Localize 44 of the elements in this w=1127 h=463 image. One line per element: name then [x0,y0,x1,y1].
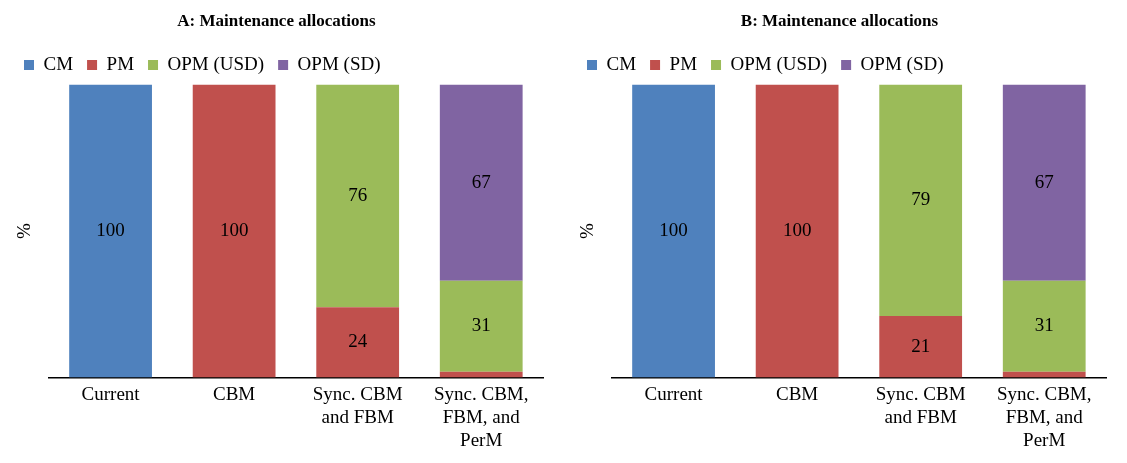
bar [192,84,276,378]
bar [439,280,523,372]
x-tick-label: Sync. CBM and FBM [312,382,403,427]
data-label: 100 [782,218,812,240]
y-axis-title: % [13,222,35,239]
legend-label: OPM (USD) [730,52,828,75]
data-label: 79 [911,188,931,210]
bar [69,84,152,378]
legend-label: PM [106,52,135,74]
bar [1002,280,1086,372]
data-label: 31 [1034,314,1054,336]
legend-label: OPM (SD) [297,52,381,75]
data-label: 76 [348,183,368,205]
data-label: 21 [911,334,931,356]
chart-title: B: Maintenance allocations [740,10,939,30]
data-label: 31 [471,314,491,336]
chart-title: A: Maintenance allocations [177,10,377,30]
bar [316,84,400,308]
legend-label: PM [669,52,698,74]
legend-label: CM [43,52,74,74]
data-label: 67 [471,170,491,192]
x-tick-label: CBM [213,382,256,404]
data-label: 67 [1034,170,1054,192]
bar [1002,84,1086,281]
bar [879,84,963,317]
legend-label: OPM (SD) [860,52,944,75]
legend-label: CM [606,52,637,74]
x-tick-label: Sync. CBM, FBM, and PerM [433,382,529,450]
x-tick-label: CBM [776,382,819,404]
data-label: 24 [348,330,368,352]
x-tick-label: Sync. CBM and FBM [875,382,966,427]
legend-label: OPM (USD) [167,52,265,75]
x-tick-label: Current [644,382,704,404]
data-label: 100 [96,218,125,240]
y-axis-title: % [576,222,598,239]
bar [439,84,523,281]
bar [879,316,963,378]
x-tick-label: Sync. CBM, FBM, and PerM [996,382,1092,450]
data-label: 100 [219,218,249,240]
bar [755,84,839,378]
bar [316,307,400,378]
data-label: 100 [659,218,688,240]
x-tick-label: Current [81,382,141,404]
bar [632,84,715,378]
